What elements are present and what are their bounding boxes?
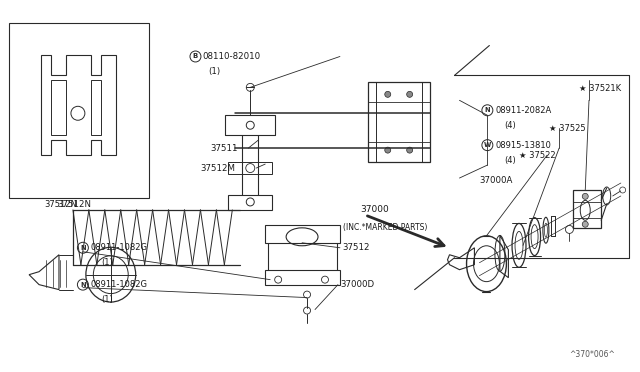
Bar <box>368 82 429 162</box>
Text: 08911-1082G: 08911-1082G <box>91 243 148 252</box>
Text: 37512M: 37512M <box>200 164 236 173</box>
Bar <box>573 190 601 228</box>
Text: 08911-2082A: 08911-2082A <box>495 106 552 115</box>
Circle shape <box>582 221 588 227</box>
Text: ★ 37521K: ★ 37521K <box>579 84 621 93</box>
Text: (INC.*MARKED PARTS): (INC.*MARKED PARTS) <box>343 223 428 232</box>
Text: ★ 37525: ★ 37525 <box>549 124 586 133</box>
Text: N: N <box>484 107 490 113</box>
Text: (1): (1) <box>101 295 113 304</box>
Text: 37512N: 37512N <box>45 201 77 209</box>
Circle shape <box>406 147 413 153</box>
Text: 08915-13810: 08915-13810 <box>495 141 551 150</box>
Text: 37000A: 37000A <box>479 176 513 185</box>
Text: 08110-82010: 08110-82010 <box>202 52 260 61</box>
Circle shape <box>406 92 413 97</box>
Text: ★ 37522: ★ 37522 <box>519 151 556 160</box>
Text: 08911-1082G: 08911-1082G <box>91 280 148 289</box>
Text: 37000: 37000 <box>360 205 388 214</box>
Bar <box>225 115 275 135</box>
Text: 37511: 37511 <box>211 144 238 153</box>
Text: 37512: 37512 <box>342 243 369 252</box>
Bar <box>265 225 340 243</box>
Text: B: B <box>193 54 198 60</box>
Text: (1): (1) <box>209 67 221 76</box>
Text: N: N <box>80 282 86 288</box>
Text: W: W <box>484 142 491 148</box>
Circle shape <box>385 147 391 153</box>
Circle shape <box>582 193 588 199</box>
Text: ^370*006^: ^370*006^ <box>569 350 615 359</box>
Text: 37000D: 37000D <box>340 280 374 289</box>
Bar <box>265 270 340 285</box>
Text: (4): (4) <box>504 121 516 130</box>
Text: N: N <box>80 245 86 251</box>
Bar <box>9 23 148 198</box>
Text: (4): (4) <box>504 155 516 164</box>
Bar <box>228 162 272 174</box>
Text: (1): (1) <box>101 258 113 267</box>
Text: 37512N: 37512N <box>57 201 91 209</box>
Circle shape <box>385 92 391 97</box>
Bar <box>228 195 272 210</box>
